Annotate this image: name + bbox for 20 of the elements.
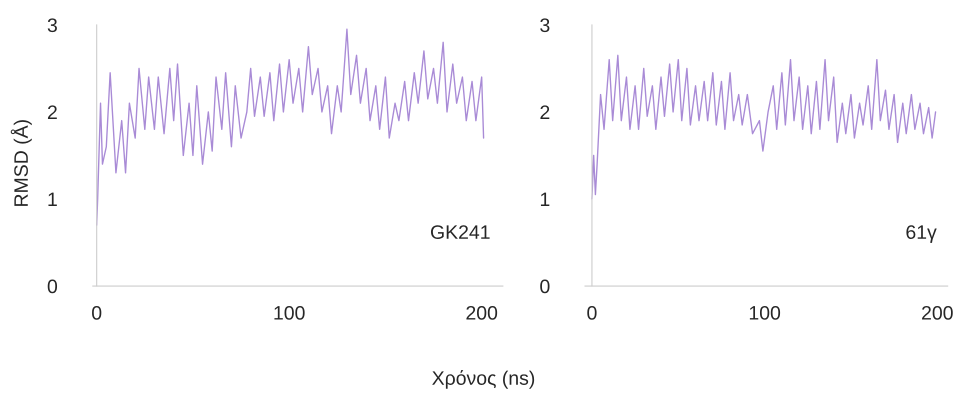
annotation: GK241 <box>430 225 490 240</box>
x-tick-label: 200 <box>466 306 498 320</box>
x-tick-label: 0 <box>92 306 102 320</box>
y-tick-label: 2 <box>540 105 550 119</box>
y-tick-label: 1 <box>540 192 550 206</box>
x-tick-label: 100 <box>750 306 780 320</box>
y-tick-label: 0 <box>540 279 550 294</box>
y-tick-label: 2 <box>48 105 57 119</box>
line-series <box>96 28 484 226</box>
x-tick-label: 0 <box>587 306 597 320</box>
x-axis-title: Χρόνος (ns) <box>432 370 534 389</box>
y-axis-title: RMSD (Å) <box>10 120 32 206</box>
y-tick-label: 1 <box>48 192 57 206</box>
annotation: 61γ <box>906 225 937 243</box>
y-tick-label: 3 <box>48 18 57 32</box>
y-tick-label: 0 <box>48 279 58 294</box>
x-tick-label: 200 <box>922 306 953 320</box>
y-tick-label: 3 <box>540 18 550 32</box>
x-tick-label: 100 <box>274 306 305 320</box>
line-series <box>591 54 936 200</box>
